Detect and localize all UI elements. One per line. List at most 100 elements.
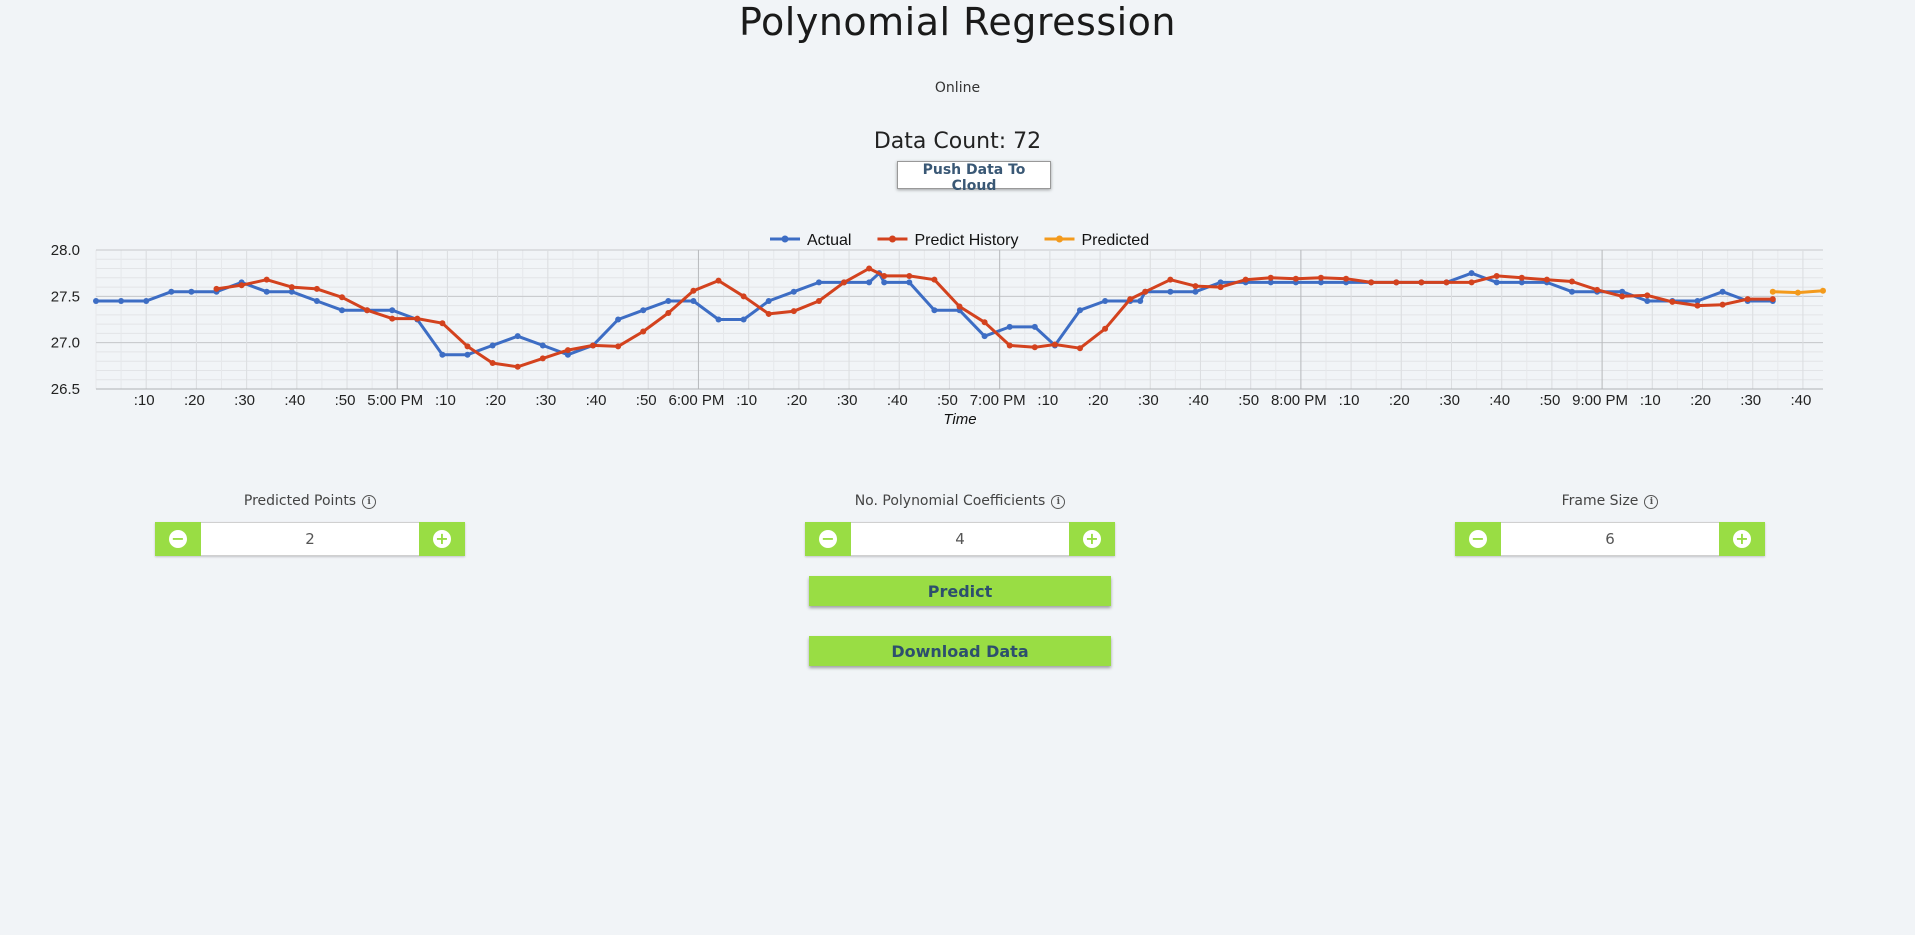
x-tick-label: :50 <box>335 392 356 409</box>
predict-history-point <box>364 307 371 314</box>
minus-icon: − <box>1469 530 1487 548</box>
predict-history-point <box>1468 279 1475 286</box>
x-tick-label: :50 <box>937 392 958 409</box>
actual-point <box>389 307 396 314</box>
predict-history-point <box>1343 275 1350 282</box>
page-title: Polynomial Regression <box>738 0 1177 44</box>
actual-point <box>564 351 571 358</box>
actual-legend-marker <box>781 235 789 243</box>
actual-point <box>815 279 822 286</box>
actual-point <box>118 297 125 304</box>
predict-history-point <box>1694 302 1701 309</box>
y-tick-label: 26.5 <box>51 381 80 398</box>
actual-point <box>1006 323 1013 330</box>
x-tick-label: 5:00 PM <box>367 392 423 409</box>
actual-point <box>1619 288 1626 295</box>
frame-size-decrement-button[interactable]: − <box>1455 522 1501 556</box>
predict-history-point <box>765 310 772 317</box>
plus-icon: + <box>433 530 451 548</box>
actual-point <box>715 316 722 323</box>
actual-point <box>931 307 938 314</box>
actual-point <box>1317 279 1324 286</box>
predict-history-point <box>1292 275 1299 282</box>
x-tick-label: :20 <box>1088 392 1109 409</box>
predict-history-point <box>1051 341 1058 348</box>
predict-history-legend-marker <box>888 235 896 243</box>
x-tick-label: :40 <box>284 392 305 409</box>
chart-legend: Actual Predict History Predicted <box>770 232 1149 249</box>
actual-point <box>263 288 270 295</box>
x-tick-label: :30 <box>837 392 858 409</box>
predict-history-point <box>866 265 873 272</box>
actual-point <box>338 307 345 314</box>
push-data-button[interactable]: Push Data To Cloud <box>897 161 1051 194</box>
chart-grid <box>95 249 1823 390</box>
actual-point <box>981 333 988 340</box>
poly-coeffs-input[interactable] <box>851 522 1069 556</box>
predict-history-point <box>906 272 913 279</box>
frame-size-label: Frame Size <box>1561 493 1639 509</box>
info-icon[interactable]: i <box>362 495 377 509</box>
predict-history-point <box>514 363 521 370</box>
poly-coeffs-decrement-button[interactable]: − <box>805 522 851 556</box>
x-tick-label: :20 <box>1690 392 1711 409</box>
x-tick-label: :50 <box>636 392 657 409</box>
predict-history-point <box>881 272 888 279</box>
predict-history-point <box>1317 274 1324 281</box>
predict-history-point <box>213 285 220 292</box>
x-tick-label: :30 <box>535 392 556 409</box>
poly-coeffs-increment-button[interactable]: + <box>1069 522 1115 556</box>
actual-point <box>439 351 446 358</box>
predict-history-point <box>981 319 988 326</box>
predict-history-point <box>1769 296 1776 303</box>
predicted-points-increment-button[interactable]: + <box>419 522 465 556</box>
predict-history-point <box>665 310 672 317</box>
predict-history-point <box>790 308 797 315</box>
download-data-button[interactable]: Download Data <box>809 636 1111 666</box>
info-icon[interactable]: i <box>1051 495 1066 509</box>
x-tick-label: :10 <box>1037 392 1058 409</box>
predicted-legend-label: Predicted <box>1082 232 1150 249</box>
x-tick-label: :10 <box>134 392 155 409</box>
predicted-point <box>1794 289 1801 296</box>
x-tick-label: :30 <box>1138 392 1159 409</box>
predict-history-point <box>590 342 597 349</box>
predict-button[interactable]: Predict <box>809 576 1111 606</box>
x-tick-label: :10 <box>736 392 757 409</box>
predict-history-point <box>1568 278 1575 285</box>
predicted-points-decrement-button[interactable]: − <box>155 522 201 556</box>
minus-icon: − <box>819 530 837 548</box>
actual-point <box>1719 288 1726 295</box>
predicted-points-input[interactable] <box>201 522 419 556</box>
info-icon[interactable]: i <box>1644 495 1659 509</box>
actual-point <box>1076 307 1083 314</box>
frame-size-input[interactable] <box>1501 522 1719 556</box>
x-tick-label: :50 <box>1238 392 1259 409</box>
actual-point <box>1267 279 1274 286</box>
x-tick-label: :10 <box>1339 392 1360 409</box>
minus-icon: − <box>169 530 187 548</box>
x-tick-label: :40 <box>586 392 607 409</box>
actual-point <box>313 297 320 304</box>
y-tick-label: 28.0 <box>51 242 80 259</box>
x-tick-label: :30 <box>234 392 255 409</box>
actual-point <box>1493 279 1500 286</box>
predict-history-point <box>263 276 270 283</box>
actual-point <box>790 288 797 295</box>
x-axis-label: Time <box>943 411 976 428</box>
predict-history-point <box>1669 298 1676 305</box>
connection-status: Online <box>934 80 981 96</box>
frame-size-increment-button[interactable]: + <box>1719 522 1765 556</box>
x-tick-label: :30 <box>1740 392 1761 409</box>
predict-history-point <box>640 328 647 335</box>
x-tick-label: :30 <box>1439 392 1460 409</box>
actual-point <box>765 297 772 304</box>
y-tick-label: 27.0 <box>51 335 80 352</box>
x-tick-label: 6:00 PM <box>669 392 725 409</box>
x-tick-label: 7:00 PM <box>970 392 1026 409</box>
predict-history-point <box>1393 279 1400 286</box>
x-tick-label: :50 <box>1539 392 1560 409</box>
predict-history-point <box>1242 276 1249 283</box>
predict-history-point <box>740 293 747 300</box>
predicted-points-stepper: − + <box>155 522 465 556</box>
